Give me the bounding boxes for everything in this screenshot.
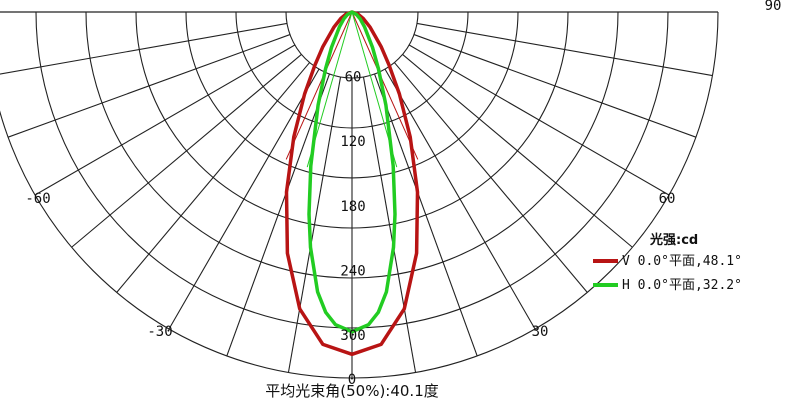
radial-tick-label: 120 — [340, 134, 365, 150]
legend-title: 光强:cd — [649, 232, 698, 248]
beam-angle-line — [285, 11, 353, 160]
legend-entry-v: V 0.0°平面,48.1° — [622, 254, 742, 269]
angle-tick-label: 0 — [348, 372, 356, 388]
beam-angle-line — [351, 11, 419, 160]
grid-ring — [0, 11, 719, 379]
polar-grid — [0, 11, 719, 379]
legend-entry-h: H 0.0°平面,32.2° — [622, 278, 742, 293]
average-beam-angle: 平均光束角(50%):40.1度 — [265, 382, 439, 400]
radial-tick-label: 180 — [340, 199, 365, 215]
curve-v-plane — [284, 10, 420, 357]
grid-ring — [135, 11, 569, 229]
grid-ring — [285, 11, 419, 79]
radial-tick-label: 300 — [340, 328, 365, 344]
angle-tick-label: 60 — [659, 191, 676, 207]
grid-ring — [35, 11, 669, 329]
curve-h-plane — [307, 10, 397, 334]
tick-labels: 60 120 180 240 300 -60 -30 0 30 60 90 — [25, 0, 781, 388]
angle-tick-label: 30 — [532, 324, 549, 340]
radial-tick-label: 240 — [340, 263, 365, 279]
angle-tick-label: 90 — [765, 0, 782, 14]
angle-tick-label: -30 — [147, 324, 172, 340]
intensity-curves — [284, 10, 420, 357]
grid-ring — [185, 11, 519, 179]
grid-ring — [85, 11, 619, 279]
legend: 光强:cd V 0.0°平面,48.1° H 0.0°平面,32.2° — [593, 232, 742, 293]
grid-ring — [235, 11, 469, 129]
radial-tick-label: 60 — [345, 70, 362, 86]
angle-tick-label: -60 — [25, 191, 50, 207]
